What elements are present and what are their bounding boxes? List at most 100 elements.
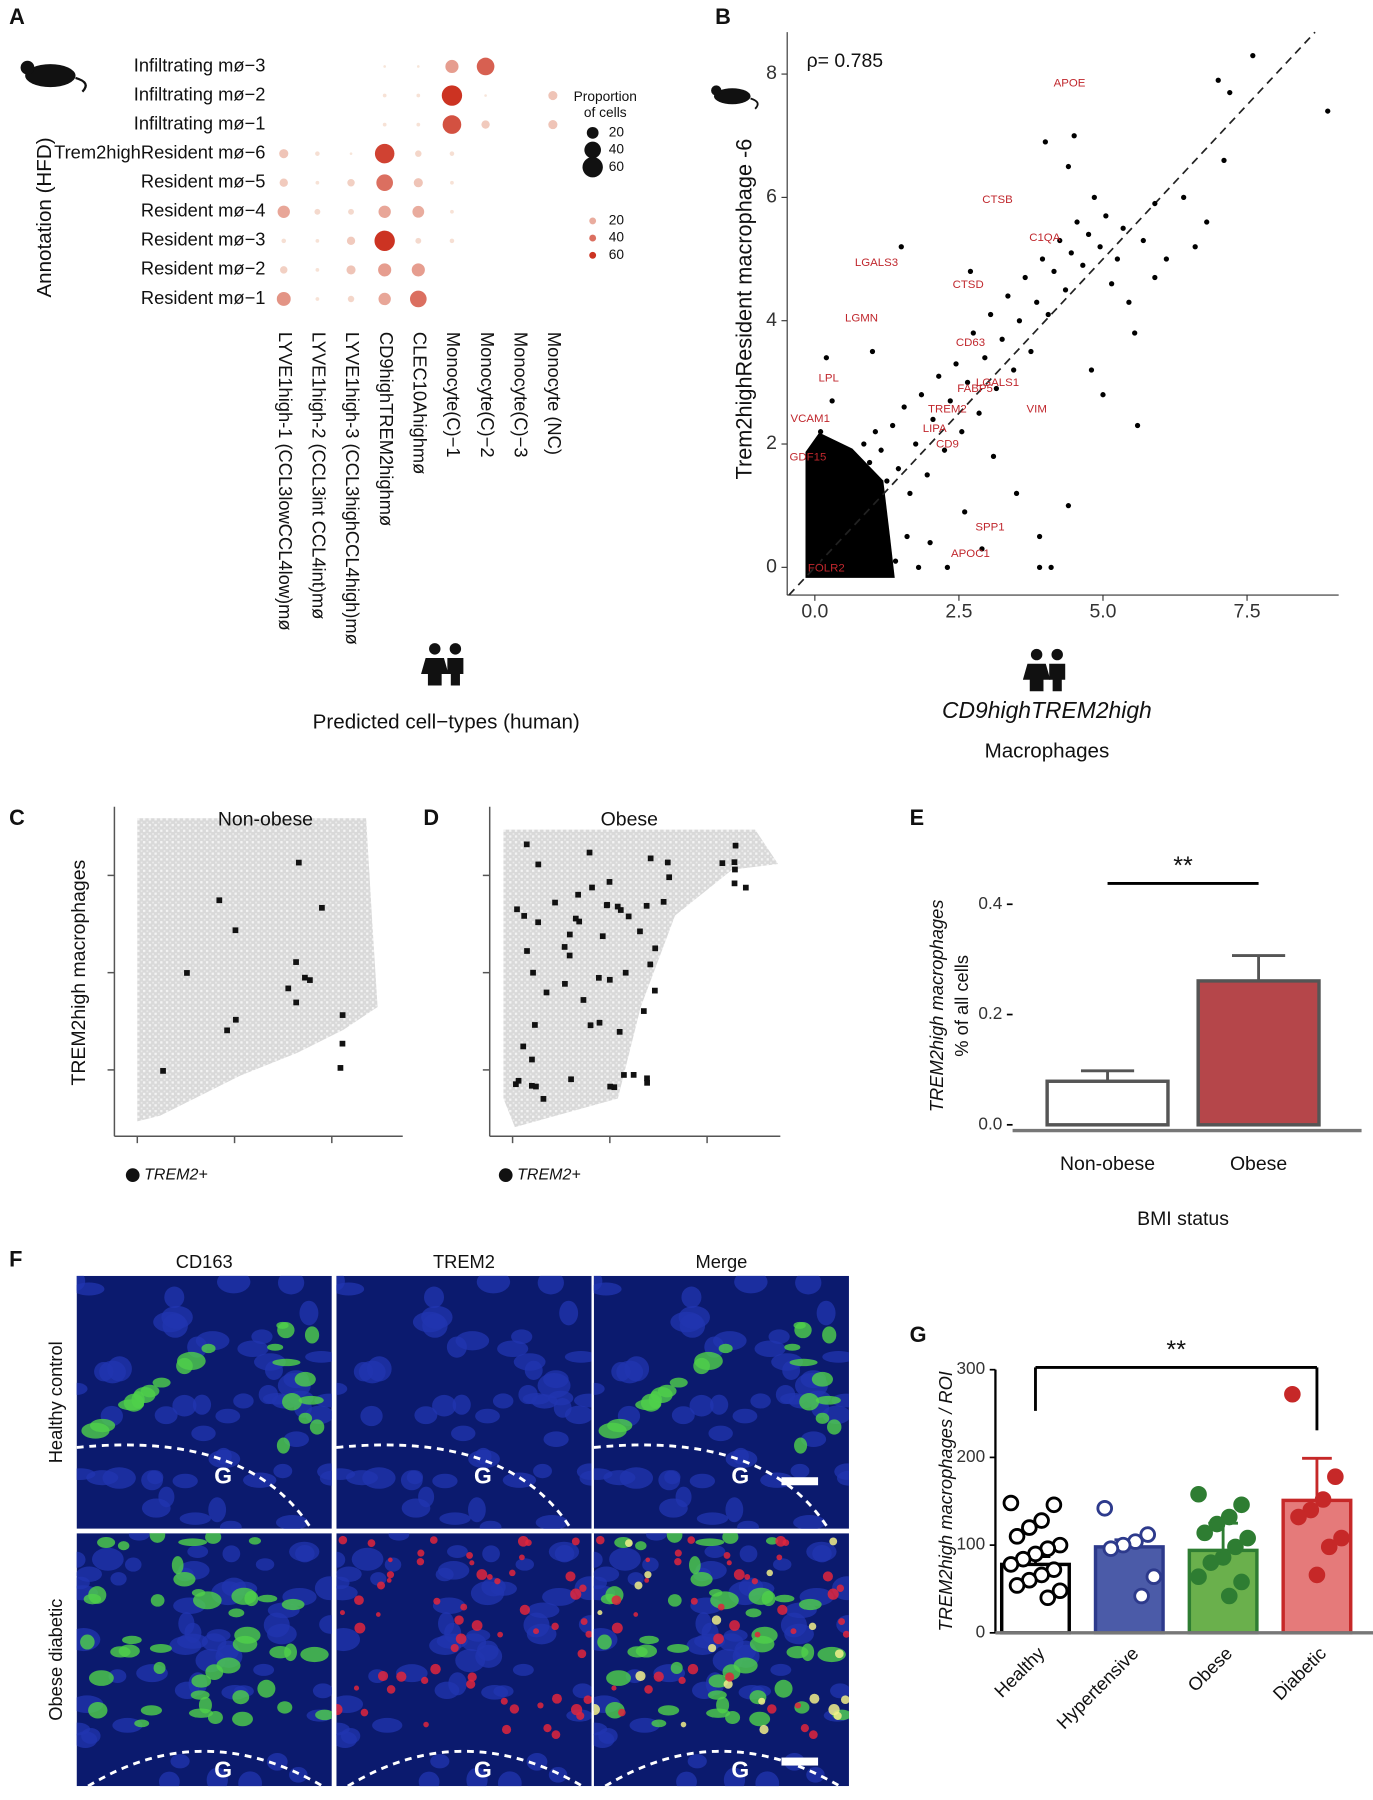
trem2-signal xyxy=(579,1584,587,1592)
point xyxy=(872,429,878,435)
trem2-signal xyxy=(766,1569,774,1577)
gene-label: FABP5 xyxy=(957,383,993,395)
cd163-signal xyxy=(708,1674,729,1688)
cd163-signal xyxy=(650,1386,673,1403)
region-label: G xyxy=(474,1756,492,1782)
nucleus xyxy=(372,1717,403,1733)
row-label: Resident mø−4 xyxy=(141,200,266,221)
region-label: G xyxy=(474,1462,492,1488)
trem2-signal xyxy=(644,1571,652,1579)
gene-label: VIM xyxy=(1027,404,1047,416)
trem2-signal xyxy=(725,1672,735,1682)
trem2-spot xyxy=(617,907,624,913)
point xyxy=(1002,1494,1020,1512)
point xyxy=(815,515,821,521)
nucleus xyxy=(564,1351,592,1363)
point xyxy=(1120,225,1126,231)
trem2-signal xyxy=(338,1535,348,1545)
trem2-spot xyxy=(599,933,606,940)
region-label: G xyxy=(731,1756,749,1782)
nucleus xyxy=(476,1275,511,1294)
nucleus xyxy=(219,1520,242,1529)
cd163-signal xyxy=(80,1634,95,1650)
dot xyxy=(346,265,356,275)
nucleus xyxy=(470,1581,505,1606)
nucleus xyxy=(169,1636,202,1656)
micrograph: G xyxy=(76,1533,332,1787)
trem2-spot xyxy=(644,1079,650,1086)
gene-label: CTSD xyxy=(953,279,984,291)
trem2-signal xyxy=(800,1724,809,1733)
legend-color xyxy=(589,217,597,225)
nucleus xyxy=(822,1351,849,1363)
cd163-signal xyxy=(173,1571,196,1587)
trem2-signal xyxy=(509,1569,516,1577)
nucleus xyxy=(233,1393,254,1409)
nucleus xyxy=(172,1394,197,1417)
trem2-spot xyxy=(540,1096,547,1102)
nucleus xyxy=(154,1406,178,1425)
nucleus xyxy=(401,1498,431,1518)
nucleus xyxy=(732,1408,758,1424)
dot xyxy=(449,238,455,244)
trem2-signal xyxy=(486,1573,493,1580)
cd163-signal xyxy=(627,1646,648,1658)
column-label: Monocyte(C)−1 xyxy=(443,332,464,458)
trem2-signal xyxy=(497,1631,504,1638)
trem2-spot xyxy=(644,1075,650,1082)
point xyxy=(812,472,818,478)
micrograph: G xyxy=(336,1533,592,1787)
point xyxy=(1048,564,1054,570)
cd163-signal xyxy=(140,1705,163,1716)
trem2-signal xyxy=(537,1702,544,1709)
nucleus xyxy=(782,1360,801,1380)
significance-label: ** xyxy=(1166,1336,1186,1364)
legend-title: of cells xyxy=(584,105,627,120)
point xyxy=(1062,287,1069,293)
x-tick-label: 5.0 xyxy=(1089,600,1116,622)
nucleus xyxy=(243,1472,277,1488)
nucleus xyxy=(689,1473,716,1489)
nucleus xyxy=(593,1566,620,1582)
trem2-signal xyxy=(577,1649,587,1659)
nucleus xyxy=(737,1520,759,1529)
panel-label: C xyxy=(9,805,25,830)
trem2-spot xyxy=(293,999,300,1006)
nucleus xyxy=(768,1329,790,1345)
point xyxy=(1140,237,1146,244)
cd163-signal xyxy=(117,1541,130,1551)
trem2-spot xyxy=(575,891,581,898)
nucleus xyxy=(336,1585,358,1601)
column-label: LYVE1high-2 (CCL3int CCL4int)mø xyxy=(309,332,330,619)
point xyxy=(884,478,890,484)
trem2-signal xyxy=(583,1695,592,1705)
people-icon xyxy=(1022,648,1066,692)
cd163-signal xyxy=(110,1646,131,1658)
trem2-signal xyxy=(353,1685,360,1691)
nucleus xyxy=(336,1275,345,1291)
y-axis-label: Trem2highResident macrophage -6 xyxy=(732,139,757,480)
cd163-signal xyxy=(276,1321,289,1329)
nucleus xyxy=(524,1360,543,1380)
nucleus xyxy=(206,1767,228,1787)
point xyxy=(1034,299,1040,305)
cd163-signal xyxy=(745,1608,762,1618)
trem2-spot xyxy=(587,1022,594,1029)
dot xyxy=(378,263,392,277)
micrograph: G xyxy=(593,1533,849,1787)
point xyxy=(1045,1496,1063,1514)
nucleus xyxy=(497,1771,522,1787)
cd163-signal xyxy=(309,1419,325,1435)
column-title: Merge xyxy=(695,1251,747,1272)
nucleus xyxy=(466,1767,488,1787)
dot xyxy=(415,150,422,157)
trem2-spot xyxy=(523,841,530,848)
trem2-signal xyxy=(711,1615,722,1625)
point xyxy=(1181,194,1187,201)
dot xyxy=(279,178,288,187)
point xyxy=(875,515,881,521)
gene-label: SPP1 xyxy=(975,521,1004,533)
nucleus xyxy=(275,1515,309,1529)
point xyxy=(970,330,976,336)
y-tick-label: 0 xyxy=(976,1621,986,1641)
